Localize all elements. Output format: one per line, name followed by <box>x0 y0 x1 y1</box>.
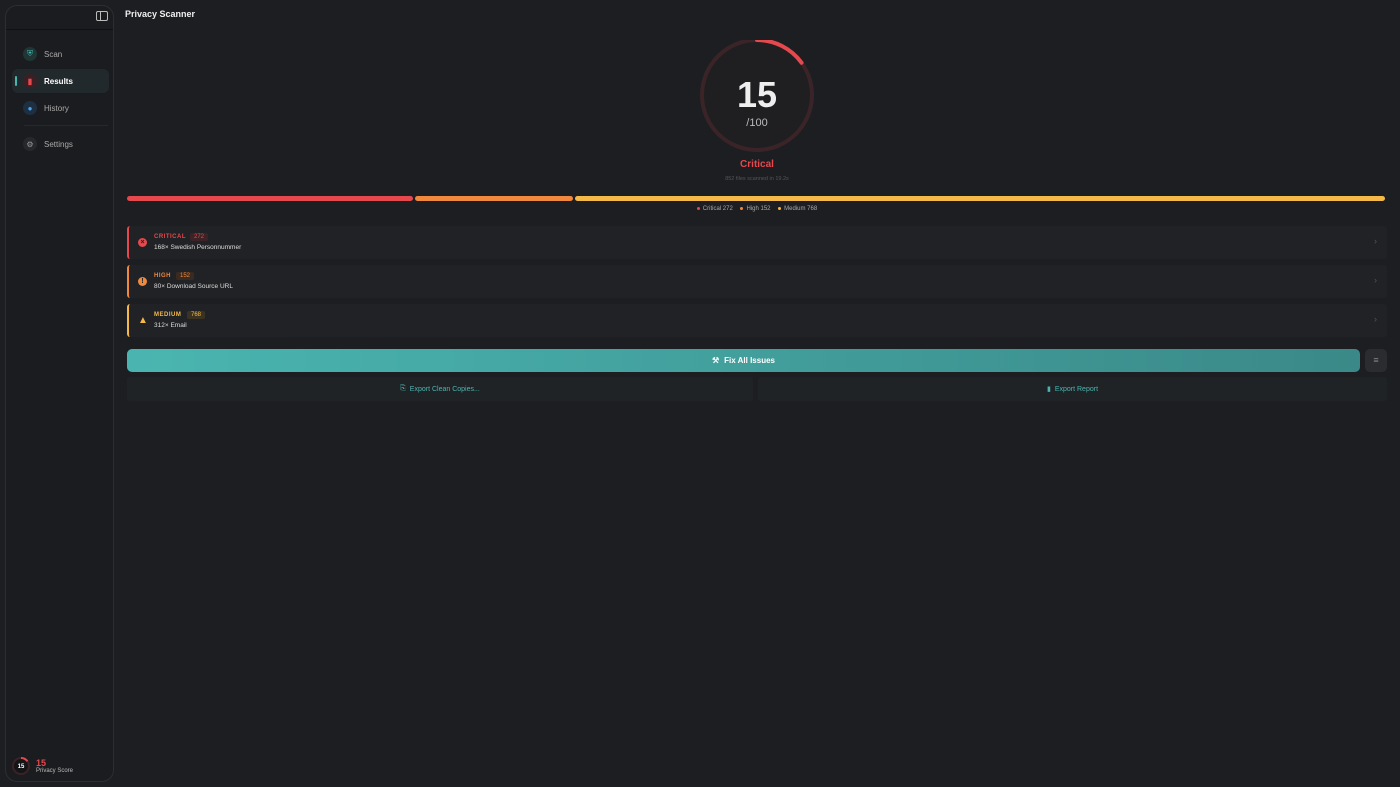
finding-medium[interactable]: ▲ MEDIUM 768 312× Email › <box>127 304 1387 337</box>
legend-critical: Critical 272 <box>696 206 733 212</box>
chevron-right-icon: › <box>1374 275 1377 285</box>
sidebar-item-settings[interactable]: ⚙ Settings <box>12 132 109 156</box>
sidebar-item-history[interactable]: ● History <box>12 96 109 120</box>
warning-icon: ▲ <box>138 315 148 326</box>
chevron-right-icon: › <box>1374 314 1377 324</box>
score-max: /100 <box>746 117 768 129</box>
gear-icon: ⚙ <box>23 137 37 151</box>
sidebar-item-label: History <box>44 103 69 113</box>
severity-label: HIGH <box>154 273 171 279</box>
score-rating: Critical <box>740 159 774 170</box>
clock-icon: ● <box>23 101 37 115</box>
finding-high[interactable]: ! HIGH 152 80× Download Source URL › <box>127 265 1387 298</box>
sliders-icon: ≡ <box>1373 355 1379 365</box>
exclamation-icon: ! <box>138 277 147 286</box>
mini-score-gauge: 15 <box>12 757 30 775</box>
page-title: Privacy Scanner <box>125 9 196 19</box>
divider <box>24 125 108 126</box>
count-badge: 272 <box>190 233 209 241</box>
score-value: 15 <box>736 74 778 115</box>
fix-all-label: Fix All Issues <box>724 356 775 365</box>
finding-description: 312× Email <box>154 322 187 329</box>
sidebar-item-label: Results <box>44 76 73 86</box>
export-clean-label: Export Clean Copies... <box>409 385 480 393</box>
sidebar-header <box>6 6 113 30</box>
finding-description: 80× Download Source URL <box>154 283 233 290</box>
sidebar-item-label: Settings <box>44 139 73 149</box>
sidebar-item-scan[interactable]: ⛨ Scan <box>12 42 109 66</box>
x-circle-icon: × <box>138 238 147 247</box>
score-gauge <box>700 40 814 152</box>
sidebar-toggle-icon[interactable] <box>96 11 108 21</box>
legend-high: High 152 <box>740 206 771 212</box>
severity-bar-high <box>414 196 574 201</box>
shield-icon: ⛨ <box>23 47 37 61</box>
document-icon: ▮ <box>1046 386 1051 393</box>
severity-legend: Critical 272 High 152 Medium 768 <box>0 206 1400 212</box>
finding-critical[interactable]: × CRITICAL 272 168× Swedish Personnummer… <box>127 226 1387 259</box>
options-button[interactable]: ≡ <box>1365 349 1387 372</box>
severity-bar-critical <box>127 196 413 201</box>
export-icon: ⎘ <box>400 385 406 392</box>
severity-label: MEDIUM <box>154 312 182 318</box>
finding-description: 168× Swedish Personnummer <box>154 244 242 251</box>
fix-all-button[interactable]: ⚒ Fix All Issues <box>127 349 1360 372</box>
score-label: Privacy Score <box>36 768 74 774</box>
sidebar-score[interactable]: 15 15 Privacy Score <box>11 756 73 776</box>
files-scanned-text: 852 files scanned in 19.2s <box>725 176 789 182</box>
legend-medium: Medium 768 <box>778 206 817 212</box>
score-value: 15 <box>36 758 47 768</box>
tools-icon: ⚒ <box>711 356 720 365</box>
svg-text:15: 15 <box>18 764 25 770</box>
sidebar-item-results[interactable]: ▮ Results <box>12 69 109 93</box>
sidebar-item-label: Scan <box>44 49 63 59</box>
count-badge: 152 <box>176 272 195 280</box>
chevron-right-icon: › <box>1374 236 1377 246</box>
severity-bar-medium <box>575 196 1385 201</box>
sidebar: ⛨ Scan ▮ Results ● History ⚙ Settings 15 15 P… <box>5 5 114 782</box>
export-report-label: Export Report <box>1054 385 1099 393</box>
chart-icon: ▮ <box>23 74 37 88</box>
export-report-button[interactable]: ▮ Export Report <box>758 377 1387 401</box>
export-clean-copies-button[interactable]: ⎘ Export Clean Copies... <box>127 377 753 401</box>
count-badge: 768 <box>187 311 206 319</box>
severity-label: CRITICAL <box>154 234 186 240</box>
